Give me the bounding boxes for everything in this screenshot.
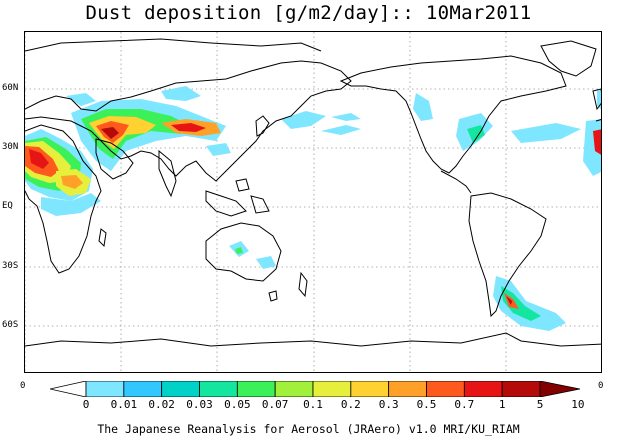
- edge-label-right: 0: [598, 381, 604, 391]
- lat-label-60s: 60S: [2, 320, 19, 330]
- colorbar-cells: [85, 381, 541, 397]
- credit-text: The Japanese Reanalysis for Aerosol (JRA…: [97, 422, 520, 436]
- dust-patagonia: [493, 276, 566, 331]
- colorbar: [50, 381, 580, 397]
- colorbar-cell: [274, 381, 314, 397]
- edge-label-left: 0: [20, 381, 26, 391]
- map-area: [24, 31, 602, 373]
- colorbar-tick-label: 5: [536, 398, 544, 411]
- colorbar-tick-label: 0.02: [148, 398, 175, 411]
- colorbar-cell: [463, 381, 503, 397]
- colorbar-cell: [123, 381, 163, 397]
- colorbar-tick-label: 0: [82, 398, 90, 411]
- colorbar-tick-label: 0.3: [378, 398, 399, 411]
- colorbar-tick-label: 10: [571, 398, 585, 411]
- colorbar-tick-label: 0.03: [186, 398, 213, 411]
- colorbar-cell: [388, 381, 427, 397]
- colorbar-cell: [312, 381, 352, 397]
- colorbar-tick-label: 0.5: [416, 398, 437, 411]
- colorbar-cell: [85, 381, 125, 397]
- colorbar-tick-label: 1: [498, 398, 506, 411]
- colorbar-cell: [161, 381, 200, 397]
- colorbar-cell: [426, 381, 465, 397]
- colorbar-tick-label: 0.01: [110, 398, 138, 411]
- dust-deposition-field: [25, 86, 601, 331]
- colorbar-tick-label: 0.07: [261, 398, 289, 411]
- map-title: Dust deposition [g/m2/day]:: 10Mar2011: [85, 2, 532, 24]
- colorbar-cell: [501, 381, 541, 397]
- colorbar-tick-label: 0.1: [303, 398, 323, 411]
- colorbar-cell: [199, 381, 238, 397]
- world-map-svg: [25, 32, 601, 372]
- colorbar-tick-label: 0.7: [454, 398, 475, 411]
- colorbar-cell: [350, 381, 390, 397]
- gridlines: [25, 32, 601, 372]
- lat-label-30n: 30N: [2, 142, 19, 152]
- colorbar-tick-label: 0.05: [224, 398, 251, 411]
- coastlines: [25, 38, 601, 347]
- colorbar-cell: [236, 381, 276, 397]
- lat-label-30s: 30S: [2, 261, 19, 271]
- lat-label-60n: 60N: [2, 83, 19, 93]
- colorbar-high-arrow: [539, 381, 580, 397]
- colorbar-tick-label: 0.2: [340, 398, 361, 411]
- colorbar-low-arrow: [50, 381, 87, 397]
- lat-label-eq: EQ: [2, 201, 13, 211]
